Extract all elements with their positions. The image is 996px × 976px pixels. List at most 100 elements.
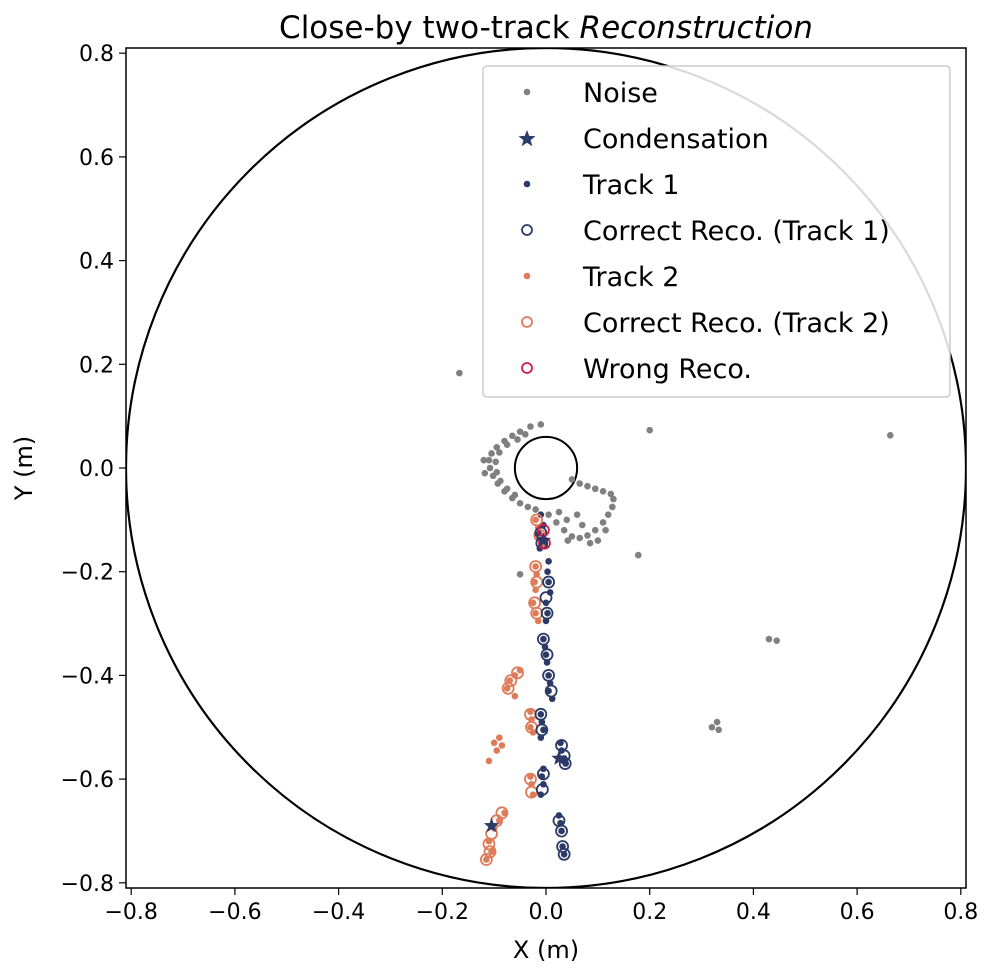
condensation-star: [535, 532, 552, 548]
noise-point: [599, 488, 607, 495]
y-axis-label: Y (m): [10, 436, 38, 501]
track2-point: [527, 773, 534, 780]
noise-point: [493, 443, 501, 451]
chart-title: Close-by two-track Reconstruction: [279, 10, 813, 46]
noise-point: [646, 426, 654, 434]
track1-point: [544, 568, 551, 576]
track2-point: [529, 599, 537, 607]
noise-point: [508, 432, 516, 440]
y-tick-label: 0.4: [79, 250, 114, 275]
noise-point: [537, 421, 545, 428]
y-axis-ticks: −0.8 −0.6 −0.4 −0.2 0.0 0.2 0.4 0.6 0.8: [61, 42, 126, 897]
inner-detector-circle: [513, 435, 579, 501]
noise-point: [607, 490, 615, 498]
noise-point: [532, 506, 539, 513]
x-tick-label: −0.2: [416, 900, 469, 925]
track1-reco-ring: [540, 648, 554, 662]
condensation-star: [551, 750, 567, 765]
track2-reco-ring: [529, 560, 543, 573]
y-tick-label: 0.6: [79, 146, 114, 171]
track1-reco-ring: [542, 575, 555, 589]
noise-point: [610, 495, 617, 503]
x-tick-label: 0.2: [632, 900, 667, 925]
track2-reco-ring: [483, 845, 497, 859]
track1-point: [544, 609, 551, 617]
track1-point: [545, 558, 552, 565]
track1-point: [537, 710, 545, 718]
track1-point: [558, 827, 565, 835]
noise-point: [503, 485, 511, 493]
noise-point: [524, 503, 532, 511]
noise-point: [527, 423, 534, 430]
y-tick-label: 0.8: [79, 42, 114, 67]
y-tick-label: 0.0: [79, 457, 114, 482]
track2-reco-ring: [530, 575, 544, 589]
track1-point: [545, 578, 552, 586]
noise-point: [555, 508, 563, 516]
track2-reco-ring: [479, 853, 493, 866]
noise-point: [493, 468, 501, 476]
x-tick-label: −0.4: [312, 900, 365, 925]
track2-point: [490, 739, 498, 747]
legend-label: Track 1: [582, 170, 679, 201]
condensation-star: [483, 817, 500, 833]
track1-reco-ring: [558, 757, 572, 770]
legend-label: Track 2: [582, 262, 679, 293]
noise-point: [886, 432, 894, 439]
track2-reco-ring: [511, 666, 524, 680]
track1-reco-ring: [535, 723, 549, 737]
legend-label: Correct Reco. (Track 1): [583, 216, 890, 247]
legend-marker-dot: [523, 180, 531, 188]
noise-point: [713, 718, 721, 726]
track2-point: [511, 692, 519, 700]
noise-point: [553, 519, 560, 526]
track1-reco-ring: [535, 783, 549, 796]
noise-point: [516, 428, 524, 436]
legend-box: [482, 65, 951, 398]
track1-reco-ring: [555, 824, 568, 838]
x-tick-label: 0.4: [736, 900, 771, 925]
track2-point: [496, 734, 503, 741]
legend-label: Condensation: [583, 124, 769, 155]
legend-marker-dot: [523, 88, 531, 96]
track2-point: [527, 723, 534, 731]
noise-point: [516, 499, 524, 507]
noise-point: [609, 503, 616, 511]
track1-point: [545, 672, 552, 679]
noise-point: [514, 436, 521, 443]
x-tick-label: 0.8: [943, 900, 978, 925]
noise-point: [708, 723, 716, 731]
legend-marker-star: [518, 130, 536, 147]
noise-point: [573, 511, 581, 518]
track2-point: [493, 747, 501, 754]
noise-point: [511, 491, 519, 499]
noise-point: [545, 511, 552, 518]
noise-point: [560, 526, 568, 534]
plot-area: [126, 48, 966, 888]
track1-reco-ring: [542, 669, 555, 682]
y-tick-label: −0.6: [61, 768, 114, 793]
track1-reco-ring: [537, 767, 550, 781]
x-tick-label: −0.8: [104, 900, 157, 925]
track2-point: [501, 809, 508, 817]
legend: Noise Condensation Track 1 Correct Reco. (T…: [482, 65, 951, 398]
noise-point: [456, 369, 463, 377]
track2-point: [532, 609, 539, 617]
noise-point: [481, 469, 489, 477]
track1-reco-ring: [534, 707, 548, 721]
noise-point: [503, 441, 511, 448]
noise-point: [599, 519, 607, 526]
legend-marker-ring: [521, 316, 533, 328]
track2-point: [532, 563, 539, 570]
noise-point: [486, 464, 494, 472]
noise-point: [521, 430, 529, 438]
noise-point: [576, 534, 584, 542]
track1-point: [537, 511, 545, 518]
noise-point: [591, 485, 599, 493]
noise-point: [563, 516, 571, 524]
legend-label: Noise: [583, 78, 658, 109]
track1-reco-ring: [539, 591, 553, 605]
noise-point: [485, 456, 493, 464]
legend-marker-dot: [523, 272, 531, 280]
